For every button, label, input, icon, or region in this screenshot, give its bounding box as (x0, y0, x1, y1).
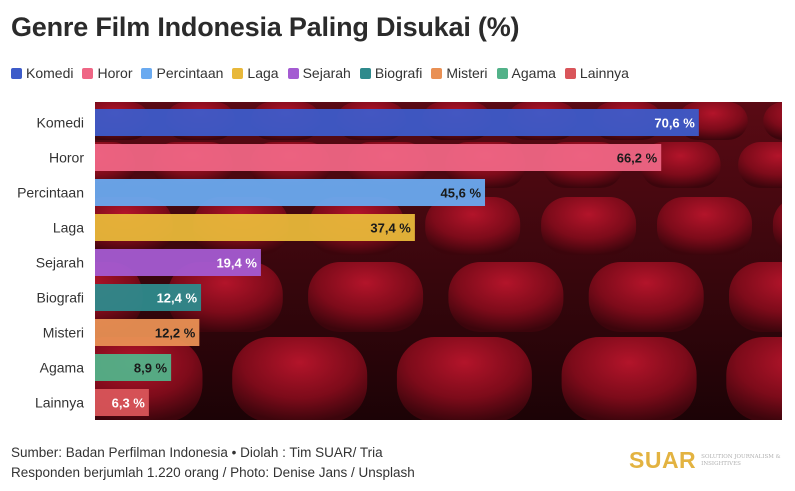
category-label: Misteri (43, 325, 84, 341)
category-label: Laga (53, 220, 84, 236)
value-label: 12,4 % (157, 291, 198, 306)
legend-label: Misteri (446, 65, 488, 81)
seat-shape (167, 262, 283, 332)
category-label: Percintaan (17, 185, 84, 201)
legend-swatch (564, 67, 576, 79)
bar-misteri (95, 319, 200, 346)
legend-item-agama: Agama (496, 65, 556, 81)
seat-shape (308, 262, 424, 332)
legend-item-horor: Horor (82, 65, 132, 81)
legend-swatch (82, 67, 94, 79)
legend-label: Percintaan (156, 65, 224, 81)
seat-shape (232, 337, 368, 420)
legend-label: Agama (511, 65, 556, 81)
legend-item-sejarah: Sejarah (287, 65, 351, 81)
bar-lainnya (95, 389, 149, 416)
legend-item-lainnya: Lainnya (564, 65, 629, 81)
legend-swatch (359, 67, 371, 79)
legend-swatch (287, 67, 299, 79)
legend-label: Biografi (374, 65, 423, 81)
category-label: Horor (49, 150, 84, 166)
value-label: 8,9 % (134, 361, 168, 376)
category-label: Agama (40, 360, 85, 376)
bar-komedi (95, 109, 699, 136)
brand-tagline: SOLUTION JOURNALISM & INSIGHTIVES (701, 453, 781, 467)
seat-shape (657, 197, 752, 255)
value-label: 37,4 % (370, 221, 411, 236)
seat-shape (738, 142, 782, 188)
seat-shape (425, 197, 521, 255)
seat-shape (772, 203, 782, 249)
value-label: 45,6 % (441, 186, 482, 201)
bar-agama (95, 354, 172, 381)
footer: Sumber: Badan Perfilman Indonesia • Diol… (11, 443, 415, 483)
bar-biografi (95, 284, 202, 311)
legend-swatch (11, 67, 22, 79)
bar-horor (95, 144, 662, 171)
seat-shape (726, 337, 782, 420)
legend-swatch (496, 67, 508, 79)
legend-item-misteri: Misteri (431, 65, 488, 81)
category-label: Komedi (37, 115, 84, 131)
brand-name: SUAR (629, 447, 697, 473)
legend-item-biografi: Biografi (359, 65, 423, 81)
legend-label: Horor (97, 65, 133, 81)
seat-shape (588, 262, 704, 332)
seat-shape (448, 262, 564, 332)
chart-title: Genre Film Indonesia Paling Disukai (%) (11, 12, 520, 42)
legend-swatch (141, 67, 153, 79)
legend-item-komedi: Komedi (11, 65, 73, 81)
value-label: 70,6 % (654, 116, 695, 131)
value-label: 12,2 % (155, 326, 196, 341)
legend-swatch (232, 67, 244, 79)
value-label: 19,4 % (216, 256, 257, 271)
bar-laga (95, 214, 415, 241)
seat-shape (396, 337, 532, 420)
bar-percintaan (95, 179, 486, 206)
brand-logo: SUAR SOLUTION JOURNALISM & INSIGHTIVES (629, 447, 781, 474)
bar-sejarah (95, 249, 261, 276)
legend-item-laga: Laga (232, 65, 279, 81)
category-label: Biografi (37, 290, 84, 306)
seat-shape (729, 262, 782, 332)
legend: Komedi Horor Percintaan Laga Sejarah Biografi… (11, 65, 629, 81)
legend-label: Lainnya (579, 65, 629, 81)
note-text: Responden berjumlah 1.220 orang / Photo:… (11, 465, 415, 480)
category-label: Lainnya (35, 395, 84, 411)
source-text: Sumber: Badan Perfilman Indonesia • Diol… (11, 445, 383, 460)
legend-label: Laga (247, 65, 279, 81)
bar-chart: Komedi 70,6 % Horor 66,2 % Percintaan 45,6 % L… (17, 102, 782, 420)
seat-shape (763, 102, 782, 140)
legend-item-percintaan: Percintaan (141, 65, 223, 81)
seat-shape (541, 197, 637, 255)
legend-label: Komedi (26, 65, 74, 81)
value-label: 6,3 % (112, 396, 146, 411)
legend-label: Sejarah (302, 65, 351, 81)
category-label: Sejarah (36, 255, 84, 271)
value-label: 66,2 % (617, 151, 658, 166)
legend-swatch (431, 67, 443, 79)
seat-shape (561, 337, 697, 420)
